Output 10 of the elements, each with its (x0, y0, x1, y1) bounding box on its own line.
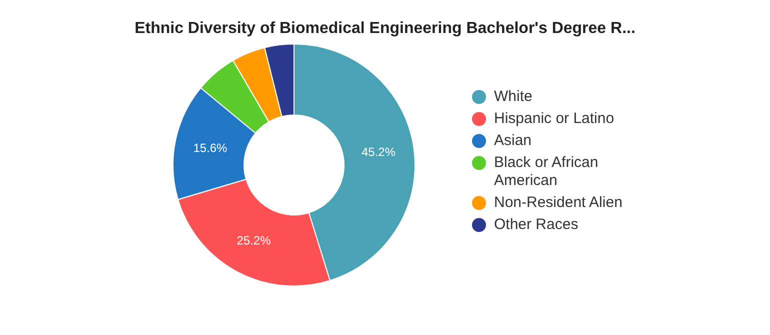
data-label: 25.2% (236, 233, 272, 248)
legend-label: Non-Resident Alien (494, 194, 622, 212)
legend-label: Asian (494, 132, 532, 150)
chart-title: Ethnic Diversity of Biomedical Engineering Bachelor's Degree R... (134, 20, 636, 38)
data-label: 45.2% (362, 145, 396, 160)
data-label: 15.6% (193, 140, 228, 155)
legend-label: White (494, 88, 532, 106)
legend-label: Hispanic or Latino (494, 110, 614, 128)
legend-label: Other Races (494, 216, 578, 234)
legend-label: Black or African American (494, 154, 600, 190)
